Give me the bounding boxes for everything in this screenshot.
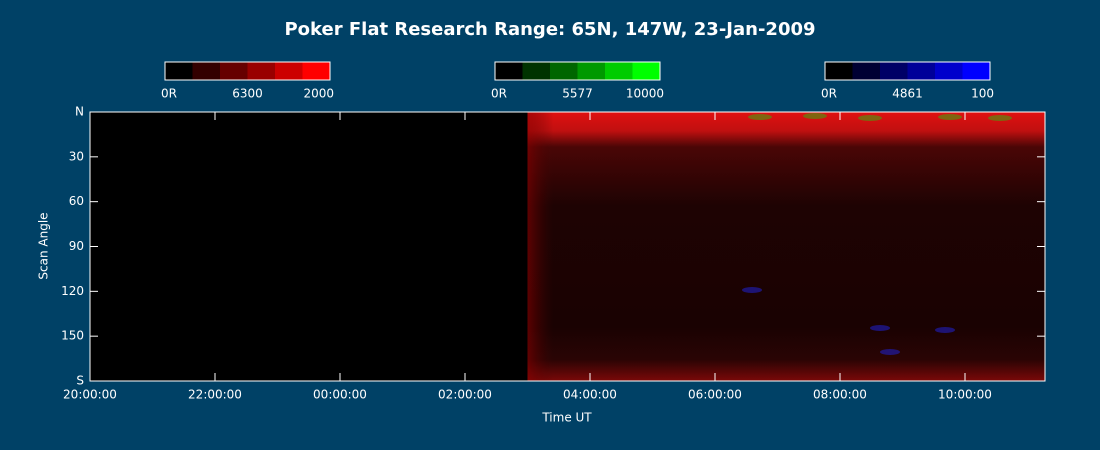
y-tick-label: 120 [61, 284, 84, 298]
aurora-blue [870, 325, 890, 331]
colorbar-swatch [907, 62, 936, 80]
colorbar-swatch [247, 62, 276, 80]
x-tick-label: 10:00:00 [938, 388, 992, 402]
colorbar-frame [164, 61, 331, 81]
x-tick-label: 00:00:00 [313, 388, 367, 402]
colorbar-swatch [522, 62, 551, 80]
colorbar-frame [824, 61, 991, 81]
colorbar-label: 10000 [626, 87, 664, 101]
keogram-edge [527, 112, 1045, 381]
colorbar-label: 0R [491, 87, 507, 101]
x-tick-label: 08:00:00 [813, 388, 867, 402]
aurora-green [748, 114, 772, 120]
y-axis-label: Scan Angle [37, 212, 51, 279]
colorbar-label: 100 [971, 87, 994, 101]
colorbar-swatch [550, 62, 578, 80]
aurora-green [988, 115, 1012, 121]
colorbar-swatch [577, 62, 606, 80]
colorbar-label: 2000 [303, 87, 334, 101]
colorbar-swatch [605, 62, 633, 80]
colorbar-swatch [302, 62, 331, 80]
colorbar-swatch [935, 62, 963, 80]
colorbar-swatch [192, 62, 221, 80]
colorbar-label: 5577 [562, 87, 593, 101]
aurora-blue [742, 287, 762, 293]
colorbar-swatch [495, 62, 523, 80]
y-tick-label: 60 [69, 194, 84, 208]
colorbar-label: 0R [821, 87, 837, 101]
chart-title: Poker Flat Research Range: 65N, 147W, 23… [284, 19, 815, 40]
colorbar-swatch [275, 62, 303, 80]
aurora-green [858, 115, 882, 121]
y-tick-label: 150 [61, 329, 84, 343]
colorbar-swatch [165, 62, 193, 80]
y-tick-label: 90 [69, 239, 84, 253]
x-tick-label: 22:00:00 [188, 388, 242, 402]
aurora-green [803, 113, 827, 119]
colorbar-frame [494, 61, 661, 81]
colorbar-swatch [825, 62, 853, 80]
x-tick-label: 02:00:00 [438, 388, 492, 402]
aurora-blue [935, 327, 955, 333]
y-tick-label: N [75, 105, 84, 119]
colorbar-label: 0R [161, 87, 177, 101]
x-tick-label: 06:00:00 [688, 388, 742, 402]
colorbar-swatch [962, 62, 991, 80]
colorbar-swatch [220, 62, 248, 80]
x-tick-label: 04:00:00 [563, 388, 617, 402]
colorbar-label: 4861 [892, 87, 923, 101]
y-tick-label: 30 [69, 149, 84, 163]
x-axis-label: Time UT [541, 411, 592, 425]
colorbar-label: 6300 [232, 87, 263, 101]
aurora-blue [880, 349, 900, 355]
x-tick-label: 20:00:00 [63, 388, 117, 402]
colorbar-swatch [880, 62, 908, 80]
y-tick-label: S [76, 374, 84, 388]
colorbar-swatch [632, 62, 661, 80]
aurora-green [938, 114, 962, 120]
colorbar-swatch [852, 62, 881, 80]
